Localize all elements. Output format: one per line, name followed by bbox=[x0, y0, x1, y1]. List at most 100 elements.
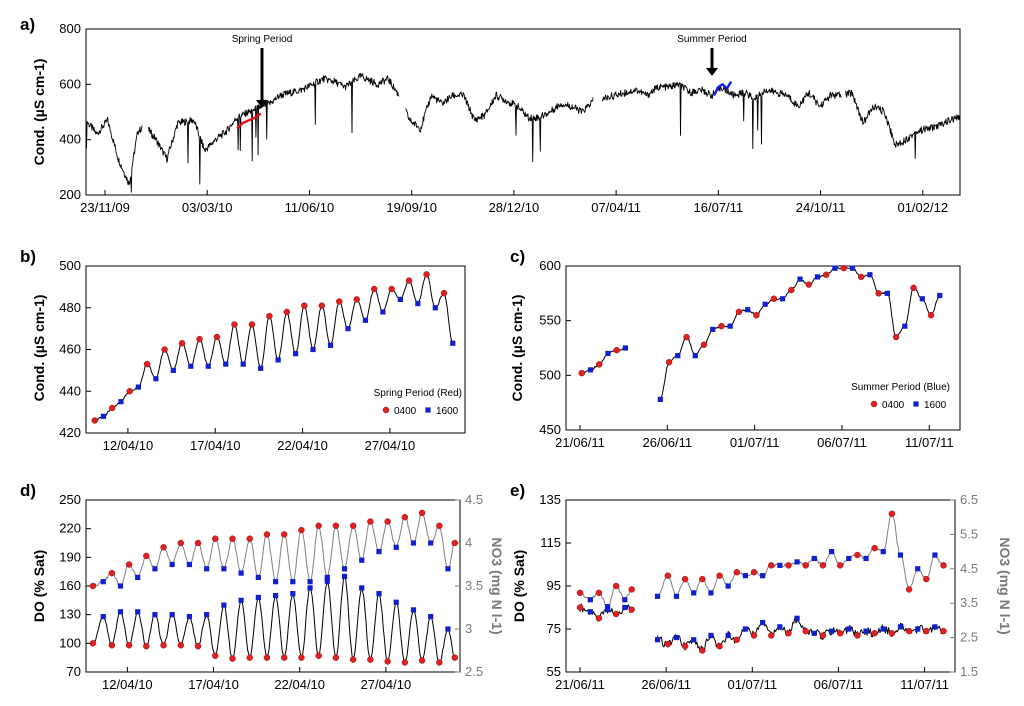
marker-0400 bbox=[178, 340, 186, 347]
marker-0400 bbox=[716, 572, 723, 579]
marker-0400 bbox=[143, 360, 151, 368]
marker-1600 bbox=[341, 566, 348, 572]
x-tick-label: 27/04/10 bbox=[361, 677, 412, 692]
marker-1600 bbox=[657, 396, 663, 402]
marker-0400 bbox=[750, 632, 758, 639]
marker-1600 bbox=[654, 637, 661, 643]
marker-0400 bbox=[718, 322, 725, 330]
x-tick-label: 23/11/09 bbox=[80, 200, 130, 215]
marker-1600 bbox=[445, 566, 451, 572]
marker-0400 bbox=[212, 652, 219, 659]
marker-1600 bbox=[186, 613, 193, 620]
y-tick-label: 500 bbox=[59, 258, 81, 273]
annotation-arrow-head bbox=[256, 100, 268, 108]
marker-0400 bbox=[353, 296, 360, 303]
marker-1600 bbox=[188, 363, 194, 369]
y-axis-label: DO (% Sat) bbox=[511, 550, 527, 622]
marker-1600 bbox=[170, 367, 176, 373]
marker-0400 bbox=[177, 642, 184, 649]
marker-1600 bbox=[760, 573, 766, 579]
marker-1600 bbox=[742, 573, 749, 579]
annotation-label: Summer Period bbox=[677, 34, 746, 45]
y2-axis-label: NO3 (mg N l-1) bbox=[489, 537, 505, 634]
marker-0400 bbox=[283, 308, 291, 316]
marker-1600 bbox=[587, 597, 593, 603]
marker-1600 bbox=[794, 559, 800, 565]
marker-0400 bbox=[595, 615, 603, 622]
x-tick-label: 12/04/10 bbox=[102, 677, 153, 692]
y-tick-label: 800 bbox=[59, 21, 81, 36]
legend-item: 1600 bbox=[924, 400, 947, 411]
marker-0400 bbox=[875, 290, 882, 297]
marker-0400 bbox=[382, 406, 390, 414]
marker-0400 bbox=[628, 606, 635, 613]
marker-0400 bbox=[905, 586, 913, 593]
marker-0400 bbox=[384, 658, 391, 665]
marker-0400 bbox=[370, 285, 378, 293]
panel-label: d) bbox=[20, 481, 36, 500]
marker-0400 bbox=[161, 346, 168, 353]
marker-1600 bbox=[867, 272, 873, 278]
plot-frame bbox=[85, 499, 461, 673]
marker-1600 bbox=[445, 626, 451, 632]
legend-title: Summer Period (Blue) bbox=[851, 382, 950, 393]
marker-1600 bbox=[345, 326, 351, 332]
marker-1600 bbox=[622, 604, 628, 611]
marker-1600 bbox=[708, 632, 714, 639]
series-line bbox=[601, 82, 842, 150]
marker-0400 bbox=[401, 514, 409, 521]
marker-0400 bbox=[298, 654, 305, 661]
marker-0400 bbox=[436, 522, 443, 529]
marker-0400 bbox=[857, 273, 865, 281]
chart-c: c) 450 500 550 600 Cond. (µS cm-1) Summer Peri… bbox=[509, 247, 961, 450]
marker-0400 bbox=[785, 562, 792, 569]
marker-0400 bbox=[699, 647, 706, 654]
y-tick-label: 95 bbox=[547, 578, 561, 593]
marker-0400 bbox=[194, 539, 202, 547]
marker-0400 bbox=[892, 333, 900, 341]
marker-0400 bbox=[246, 535, 253, 542]
marker-0400 bbox=[940, 562, 947, 569]
marker-1600 bbox=[913, 401, 919, 407]
marker-0400 bbox=[212, 535, 219, 542]
x-tick-label: 26/06/11 bbox=[641, 677, 691, 692]
legend-title: Spring Period (Red) bbox=[374, 388, 462, 399]
marker-1600 bbox=[376, 591, 382, 597]
y-tick-label: 70 bbox=[67, 664, 81, 679]
marker-1600 bbox=[432, 305, 438, 311]
marker-1600 bbox=[673, 635, 680, 641]
y-tick-label: 130 bbox=[59, 607, 81, 622]
marker-0400 bbox=[854, 551, 861, 559]
marker-0400 bbox=[905, 627, 913, 635]
marker-0400 bbox=[315, 652, 322, 659]
marker-1600 bbox=[692, 353, 698, 359]
series-summer bbox=[712, 80, 733, 96]
x-tick-label: 12/04/10 bbox=[103, 438, 154, 453]
marker-0400 bbox=[888, 630, 896, 637]
marker-0400 bbox=[248, 321, 256, 328]
y-tick-label: 100 bbox=[59, 635, 81, 650]
marker-0400 bbox=[418, 509, 426, 517]
marker-0400 bbox=[595, 589, 603, 597]
marker-1600 bbox=[915, 626, 921, 632]
marker-1600 bbox=[169, 561, 175, 568]
marker-1600 bbox=[691, 637, 697, 643]
marker-0400 bbox=[266, 312, 273, 320]
marker-0400 bbox=[451, 654, 459, 661]
y-tick-label: 460 bbox=[59, 342, 81, 357]
y-tick-label: 160 bbox=[59, 578, 81, 593]
marker-0400 bbox=[576, 589, 584, 597]
marker-1600 bbox=[341, 573, 348, 580]
marker-0400 bbox=[367, 656, 374, 663]
marker-1600 bbox=[828, 628, 835, 634]
marker-1600 bbox=[897, 624, 904, 630]
chart-b: b) 420 440 460 480 500 Cond. (µS cm-1) Spring P… bbox=[20, 247, 466, 453]
marker-1600 bbox=[153, 376, 159, 382]
marker-1600 bbox=[777, 562, 783, 568]
x-tick-label: 26/06/11 bbox=[643, 435, 693, 450]
marker-1600 bbox=[587, 609, 593, 615]
marker-1600 bbox=[691, 590, 697, 596]
marker-1600 bbox=[415, 300, 421, 307]
y-axis-label: DO (% Sat) bbox=[31, 550, 47, 622]
